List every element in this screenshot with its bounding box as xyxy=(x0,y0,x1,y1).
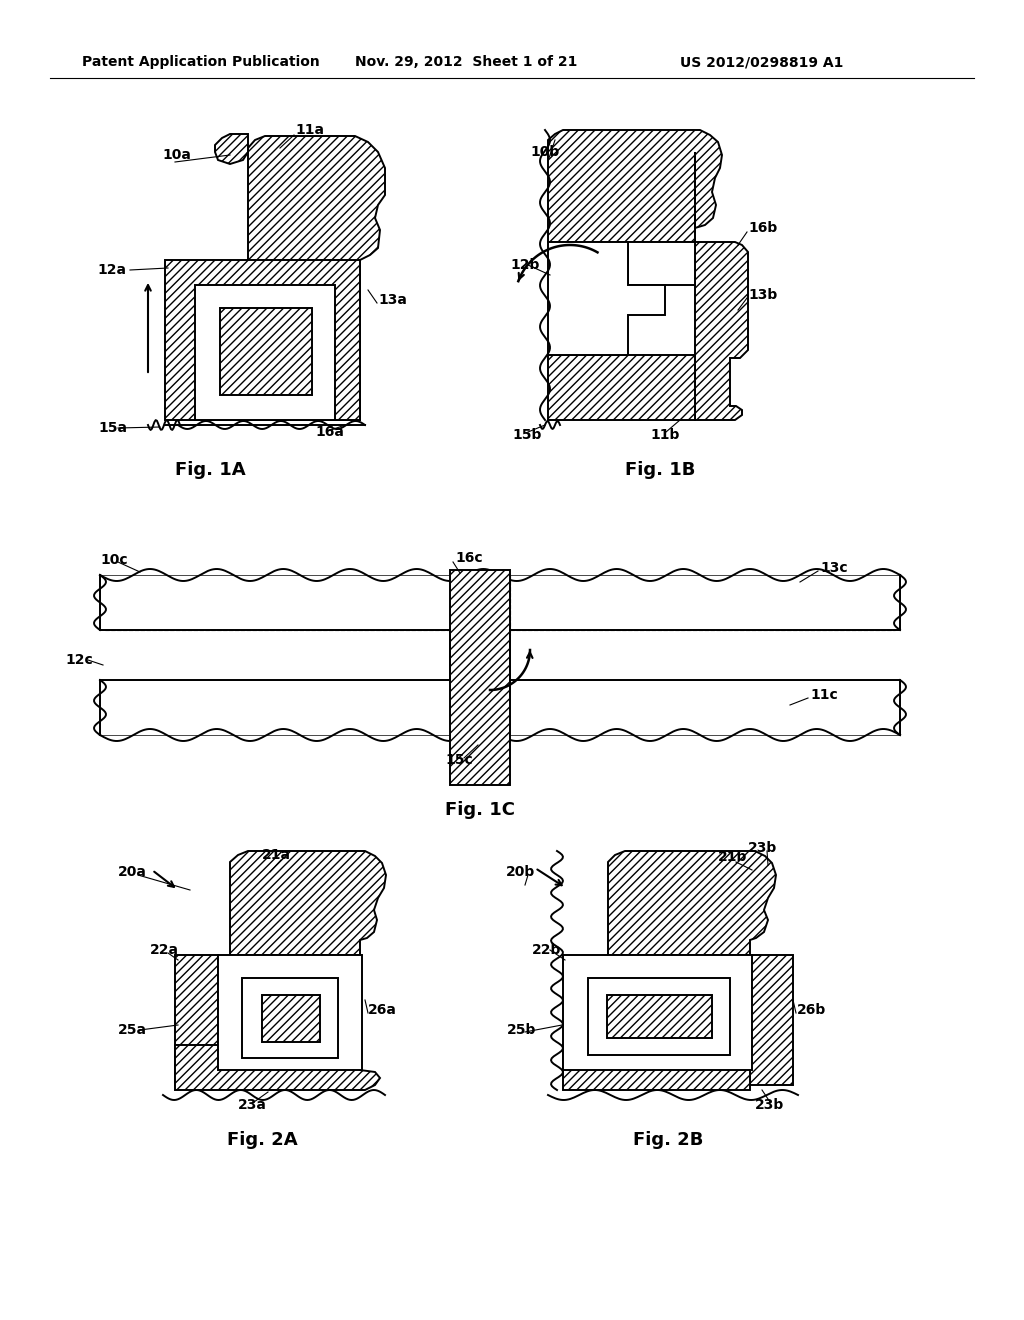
Text: 11a: 11a xyxy=(295,123,324,137)
Polygon shape xyxy=(100,576,900,630)
Text: 12a: 12a xyxy=(97,263,126,277)
Polygon shape xyxy=(695,152,748,420)
Text: 23a: 23a xyxy=(238,1098,267,1111)
Text: 25a: 25a xyxy=(118,1023,147,1038)
Text: 12b: 12b xyxy=(510,257,540,272)
Text: 16a: 16a xyxy=(315,425,344,440)
Text: 16b: 16b xyxy=(748,220,777,235)
Polygon shape xyxy=(248,136,385,420)
Text: 13c: 13c xyxy=(820,561,848,576)
Polygon shape xyxy=(607,995,712,1038)
Text: 22a: 22a xyxy=(150,942,179,957)
Text: Fig. 1A: Fig. 1A xyxy=(175,461,246,479)
Text: 20a: 20a xyxy=(118,865,146,879)
Polygon shape xyxy=(100,680,900,735)
Text: Patent Application Publication: Patent Application Publication xyxy=(82,55,319,69)
Polygon shape xyxy=(450,570,510,785)
Text: 13b: 13b xyxy=(748,288,777,302)
Text: 10c: 10c xyxy=(100,553,128,568)
Polygon shape xyxy=(548,129,722,242)
Polygon shape xyxy=(218,954,362,1071)
Polygon shape xyxy=(548,242,665,355)
Text: Fig. 1B: Fig. 1B xyxy=(625,461,695,479)
Text: 10a: 10a xyxy=(162,148,190,162)
Text: Fig. 2A: Fig. 2A xyxy=(226,1131,297,1148)
Text: 21a: 21a xyxy=(262,847,291,862)
Text: Fig. 1C: Fig. 1C xyxy=(445,801,515,818)
Polygon shape xyxy=(220,308,312,395)
Text: 16c: 16c xyxy=(455,550,482,565)
Polygon shape xyxy=(230,851,386,954)
Text: 11b: 11b xyxy=(650,428,679,442)
Polygon shape xyxy=(563,1045,750,1090)
Polygon shape xyxy=(588,978,730,1055)
Polygon shape xyxy=(548,355,695,420)
Polygon shape xyxy=(563,954,752,1071)
Text: 26b: 26b xyxy=(797,1003,826,1016)
Polygon shape xyxy=(215,135,248,164)
Text: 23b: 23b xyxy=(748,841,777,855)
Text: Nov. 29, 2012  Sheet 1 of 21: Nov. 29, 2012 Sheet 1 of 21 xyxy=(355,55,578,69)
Polygon shape xyxy=(750,954,793,1085)
Text: 15b: 15b xyxy=(512,428,542,442)
Text: US 2012/0298819 A1: US 2012/0298819 A1 xyxy=(680,55,844,69)
Text: 23b: 23b xyxy=(755,1098,784,1111)
Text: 26a: 26a xyxy=(368,1003,397,1016)
Polygon shape xyxy=(165,260,360,420)
Text: 21b: 21b xyxy=(718,850,748,865)
Polygon shape xyxy=(608,851,776,954)
Polygon shape xyxy=(175,1045,380,1090)
Text: 11c: 11c xyxy=(810,688,838,702)
Text: 25b: 25b xyxy=(507,1023,537,1038)
Text: 12c: 12c xyxy=(65,653,93,667)
Text: 22b: 22b xyxy=(532,942,561,957)
Text: Fig. 2B: Fig. 2B xyxy=(633,1131,703,1148)
Text: 15c: 15c xyxy=(445,752,473,767)
Text: 13a: 13a xyxy=(378,293,407,308)
Polygon shape xyxy=(175,954,218,1085)
Polygon shape xyxy=(262,995,319,1041)
Polygon shape xyxy=(195,285,335,420)
Polygon shape xyxy=(628,242,695,285)
Polygon shape xyxy=(242,978,338,1059)
Text: 15a: 15a xyxy=(98,421,127,436)
Text: 10b: 10b xyxy=(530,145,559,158)
Text: 20b: 20b xyxy=(506,865,536,879)
